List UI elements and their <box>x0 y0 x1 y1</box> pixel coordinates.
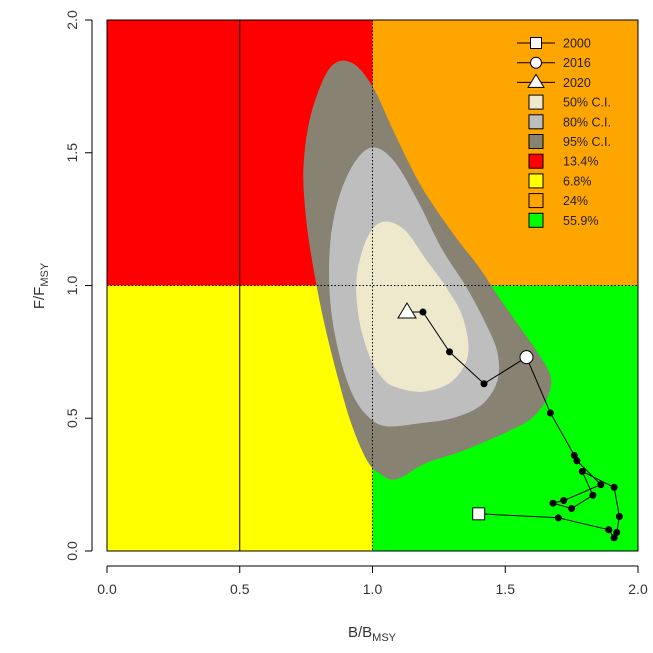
trajectory-point-end <box>397 302 417 319</box>
y-tick-label: 1.0 <box>64 276 80 296</box>
trajectory-point <box>570 451 578 459</box>
trajectory-point <box>546 409 554 417</box>
legend-label: 6.8% <box>563 174 592 188</box>
trajectory-layer <box>397 302 623 542</box>
reference-line-layer <box>107 20 638 551</box>
confidence-region-2 <box>356 221 469 392</box>
trajectory-point <box>573 457 581 465</box>
legend-swatch <box>528 173 544 189</box>
legend-label: 55.9% <box>563 214 598 228</box>
trajectory-point <box>549 499 557 507</box>
trajectory-point-start <box>472 507 486 521</box>
trajectory-point <box>610 534 618 542</box>
trajectory-point <box>419 308 427 316</box>
legend-triangle-marker <box>527 73 545 88</box>
y-axis-label: F/FMSY <box>31 262 51 309</box>
legend-swatch <box>528 114 544 130</box>
legend-label: 95% C.I. <box>563 135 611 149</box>
trajectory-point <box>445 348 453 356</box>
confidence-region-layer <box>303 60 552 480</box>
x-tick-label: 1.0 <box>363 581 383 597</box>
legend-square-marker <box>530 37 542 49</box>
legend-label: 2016 <box>563 56 591 70</box>
trajectory-point <box>613 528 621 536</box>
trajectory-point <box>480 380 488 388</box>
y-tick-label: 0.5 <box>64 408 80 428</box>
legend-label: 2000 <box>563 37 591 51</box>
x-axis-label: B/BMSY <box>348 624 397 644</box>
legend-label: 80% C.I. <box>563 115 611 129</box>
trajectory-point <box>615 512 623 520</box>
trajectory-point <box>578 467 586 475</box>
legend-swatch <box>528 212 544 228</box>
trajectory-point <box>610 483 618 491</box>
x-tick-label: 0.5 <box>230 581 250 597</box>
trajectory-point <box>568 505 576 513</box>
trajectory-point-2016 <box>519 350 534 365</box>
trajectory-point <box>589 491 597 499</box>
trajectory-point <box>605 526 613 534</box>
y-tick-label: 1.5 <box>64 143 80 163</box>
trajectory-point <box>554 514 562 522</box>
y-tick-label: 0.0 <box>64 541 80 561</box>
legend-label: 13.4% <box>563 155 598 169</box>
legend-swatch <box>528 134 544 149</box>
legend: 2000 2016 2020 50% C.I. 80% C.I. 95% C.I. 13.4… <box>517 37 611 228</box>
legend-circle-marker <box>530 56 542 69</box>
plot-frame <box>106 19 639 552</box>
x-tick-label: 1.5 <box>496 581 516 597</box>
legend-swatch <box>528 94 544 110</box>
y-tick-label: 2.0 <box>64 10 80 30</box>
legend-swatch <box>528 193 544 209</box>
axes-layer: 0.0 0.5 1.0 1.5 2.0 0.0 0.5 1.0 1.5 2.0 <box>64 10 648 597</box>
trajectory-point <box>560 497 568 505</box>
legend-label: 50% C.I. <box>563 96 611 110</box>
legend-label: 24% <box>563 194 588 208</box>
legend-swatch <box>528 153 544 169</box>
legend-label: 2020 <box>563 76 591 90</box>
trajectory-point <box>597 481 605 489</box>
x-tick-label: 2.0 <box>628 581 648 597</box>
x-tick-label: 0.0 <box>97 581 117 597</box>
